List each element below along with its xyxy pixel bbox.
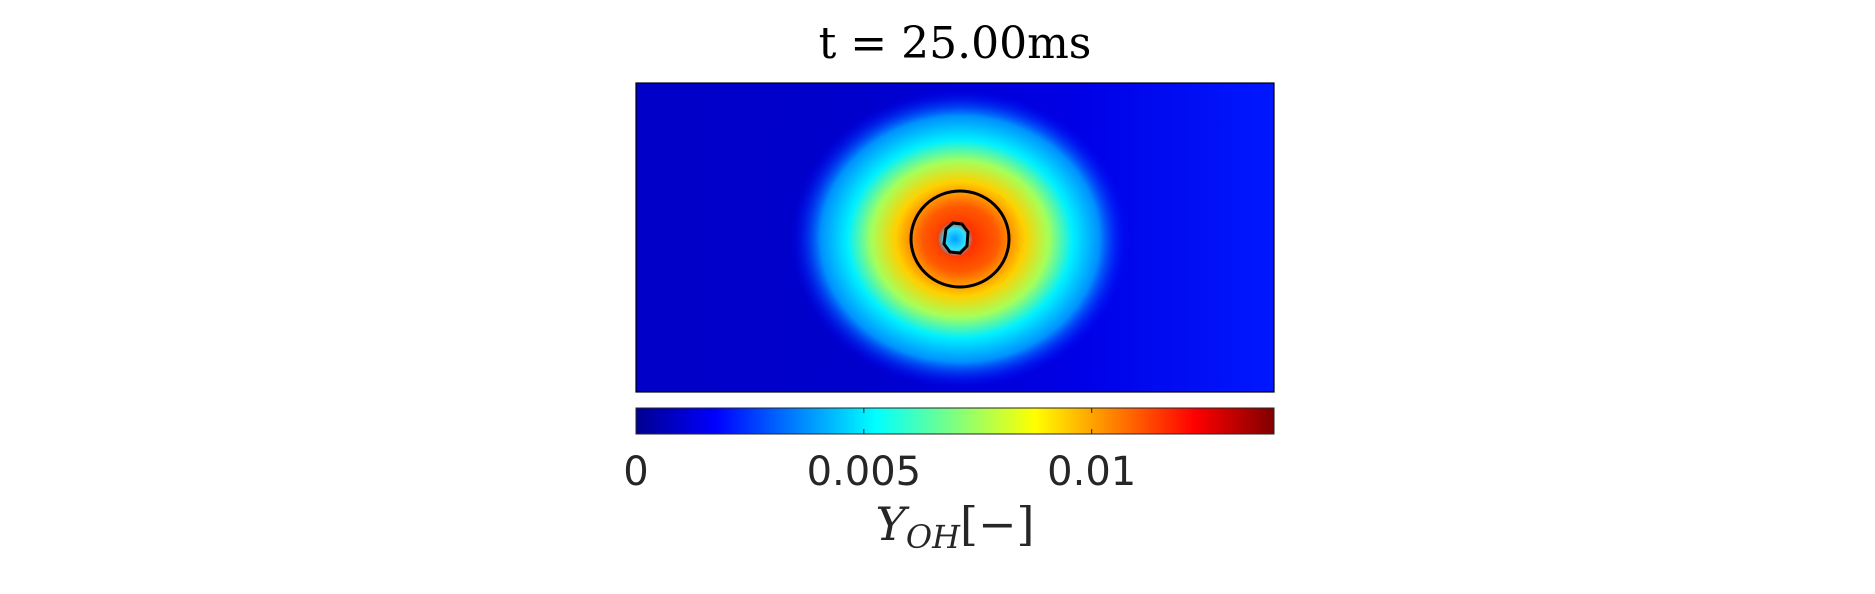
chart-title: t = 25.00ms [819,18,1092,69]
colorbar-bar [635,407,1275,435]
colorbar-tick-label: 0.005 [807,449,922,495]
colorbar-label-suffix: [−] [960,497,1034,551]
heatmap-plot [636,83,1274,392]
colorbar: 0 0.005 0.01 YOH[−] [623,407,1275,556]
colorbar-tick-label: 0 [623,449,648,495]
colorbar-label-sub: OH [906,518,961,556]
plot-frame [635,82,1275,393]
outer-contour [909,189,1011,289]
colorbar-ticks: 0 0.005 0.01 [623,408,1136,495]
colorbar-tick-label: 0.01 [1047,449,1136,495]
colorbar-label: YOH[−] [876,497,1035,556]
colorbar-label-main: Y [876,497,911,551]
inner-contour [942,221,970,255]
